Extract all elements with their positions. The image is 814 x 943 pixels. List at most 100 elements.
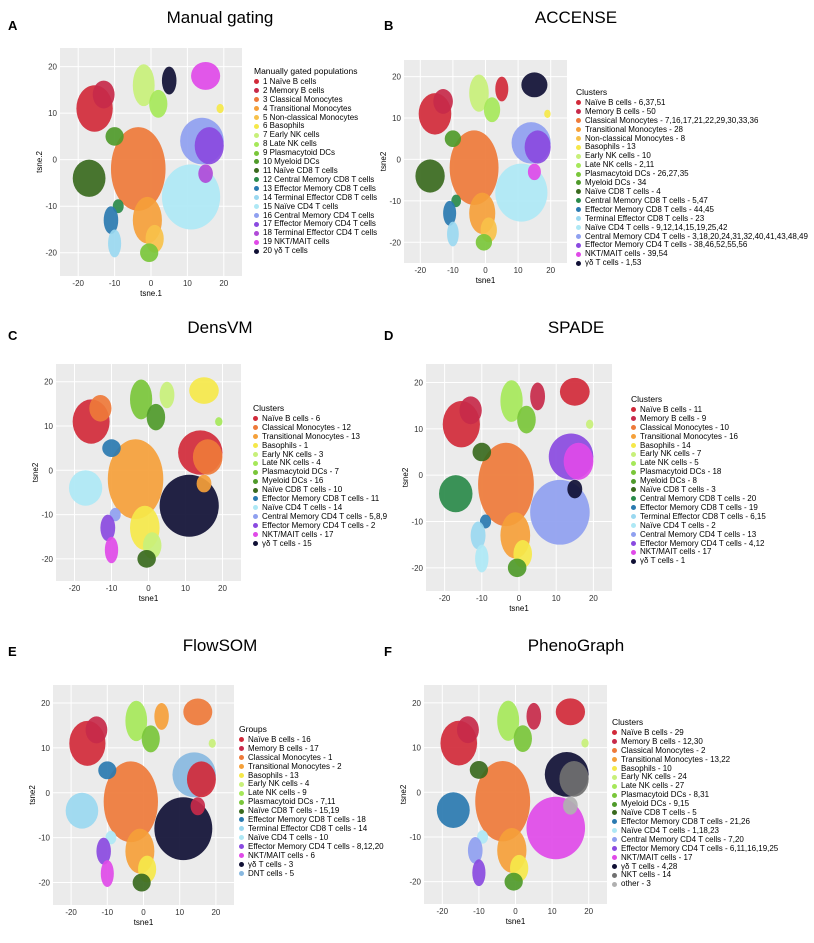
legend-item: 4 Transitional Monocytes bbox=[254, 104, 377, 114]
legend-item: 9 Plasmacytoid DCs bbox=[254, 148, 377, 158]
legend-label: Basophils - 13 bbox=[248, 770, 299, 780]
legend-label: Myeloid DCs - 16 bbox=[262, 476, 324, 486]
cluster-blob bbox=[521, 72, 548, 98]
cluster-blob bbox=[192, 439, 223, 475]
legend-dot-icon bbox=[631, 496, 636, 502]
x-tick-label: 10 bbox=[183, 279, 192, 288]
cluster-blob bbox=[140, 243, 159, 263]
legend-dot-icon bbox=[253, 505, 258, 511]
legend-label: Early NK cells - 3 bbox=[262, 449, 324, 459]
legend-item: Classical Monocytes - 1 bbox=[239, 752, 384, 763]
legend-dot-icon bbox=[576, 260, 581, 266]
legend-label: Non-classical Monocytes - 8 bbox=[585, 133, 686, 143]
legend-dot-icon bbox=[576, 189, 581, 195]
legend-label: Effector Memory CD4 T cells - 4,12 bbox=[640, 538, 765, 548]
cluster-blob bbox=[186, 761, 216, 798]
x-tick-label: 0 bbox=[483, 266, 488, 275]
legend-item: 18 Terminal Effector CD4 T cells bbox=[254, 228, 377, 238]
legend-item: γδ T cells - 1,53 bbox=[576, 258, 808, 268]
legend-item: Myeloid DCs - 16 bbox=[253, 476, 387, 486]
legend-item: Naïve CD4 T cells - 10 bbox=[239, 833, 384, 843]
y-tick-label: -20 bbox=[409, 878, 421, 887]
legend-dot-icon bbox=[631, 558, 636, 564]
legend-dot-icon bbox=[239, 870, 244, 876]
legend-item: Myeloid DCs - 8 bbox=[631, 476, 766, 486]
x-tick-label: -10 bbox=[447, 266, 459, 275]
x-axis-label: tsne1 bbox=[134, 918, 154, 927]
cluster-blob bbox=[436, 792, 470, 829]
x-tick-label: 20 bbox=[219, 279, 228, 288]
legend-label: γδ T cells - 4,28 bbox=[621, 861, 678, 871]
legend-label: NKT/MAIT cells - 6 bbox=[248, 850, 315, 860]
cluster-blob bbox=[585, 419, 594, 429]
cluster-blob bbox=[559, 760, 589, 797]
cluster-blob bbox=[472, 859, 486, 887]
x-tick-label: -20 bbox=[65, 908, 77, 917]
cluster-blob bbox=[443, 200, 457, 226]
x-tick-label: 0 bbox=[517, 594, 522, 603]
x-axis-label: tsne1 bbox=[139, 594, 159, 603]
legend-label: Early NK cells - 7 bbox=[640, 449, 702, 459]
cluster-blob bbox=[555, 698, 586, 726]
legend-label: γδ T cells - 1,53 bbox=[585, 258, 642, 268]
legend-item: Central Memory CD4 T cells - 13 bbox=[631, 530, 766, 540]
legend-dot-icon bbox=[239, 772, 244, 778]
legend-dot-icon bbox=[239, 861, 244, 867]
legend-item: Basophils - 10 bbox=[612, 763, 778, 774]
x-axis-label: tsne1 bbox=[509, 604, 529, 613]
y-tick-label: 10 bbox=[414, 425, 423, 434]
legend-label: Plasmacytoid DCs - 26,27,35 bbox=[585, 169, 689, 179]
legend-dot-icon bbox=[253, 416, 258, 422]
legend-dot-icon bbox=[254, 168, 259, 174]
legend-label: Naïve CD8 T cells - 3 bbox=[640, 485, 716, 495]
legend-label: Naïve CD4 T cells - 14 bbox=[262, 502, 343, 512]
legend-dot-icon bbox=[253, 451, 258, 457]
legend-dot-icon bbox=[612, 748, 617, 754]
y-tick-label: 20 bbox=[392, 73, 401, 82]
cluster-blob bbox=[191, 61, 221, 90]
y-axis-label: tsne2 bbox=[28, 785, 37, 805]
cluster-blob bbox=[92, 80, 115, 109]
y-tick-label: 20 bbox=[412, 699, 421, 708]
legend-label: Memory B cells - 12,30 bbox=[621, 736, 703, 746]
legend-item: 5 Non-classical Monocytes bbox=[254, 113, 377, 123]
legend-item: 11 Naïve CD8 T cells bbox=[254, 166, 377, 176]
cluster-blob bbox=[89, 395, 112, 422]
y-tick-label: 10 bbox=[48, 109, 57, 118]
tsne-plot: -20 -10 0 10 20 20 10 0 -10 -20 tsne1 tsne2 bbox=[379, 60, 567, 285]
legend-dot-icon bbox=[612, 730, 617, 736]
legend-label: Myeloid DCs - 34 bbox=[585, 178, 647, 188]
legend-label: 2 Memory B cells bbox=[263, 85, 325, 95]
legend-item: Effector Memory CD4 T cells - 6,11,16,19… bbox=[612, 844, 778, 854]
legend-dot-icon bbox=[631, 451, 636, 457]
legend-dot-icon bbox=[239, 781, 244, 787]
cluster-blob bbox=[415, 159, 445, 193]
legend-item: Classical Monocytes - 7,16,17,21,22,29,3… bbox=[576, 116, 808, 126]
y-tick-label: 10 bbox=[392, 114, 401, 123]
y-tick-label: 20 bbox=[48, 63, 57, 72]
legend-label: Classical Monocytes - 1 bbox=[248, 752, 333, 762]
legend-dot-icon bbox=[253, 469, 258, 475]
y-axis-label: tsne2 bbox=[399, 784, 408, 804]
legend-label: Effector Memory CD4 T cells - 38,46,52,5… bbox=[585, 240, 748, 250]
legend-dot-icon bbox=[239, 853, 244, 859]
legend-dot-icon bbox=[254, 88, 259, 94]
cluster-blob bbox=[478, 442, 534, 527]
legend-item: NKT/MAIT cells - 17 bbox=[253, 530, 387, 540]
legend-label: Central Memory CD8 T cells - 5,47 bbox=[585, 195, 708, 205]
x-tick-label: -20 bbox=[439, 594, 451, 603]
legend-item: Basophils - 1 bbox=[253, 441, 387, 451]
legend-label: Plasmacytoid DCs - 7,11 bbox=[248, 797, 336, 807]
legend-dot-icon bbox=[631, 549, 636, 555]
x-tick-label: -10 bbox=[109, 279, 121, 288]
legend-dot-icon bbox=[576, 144, 581, 150]
legend-dot-icon bbox=[576, 224, 581, 230]
y-tick-label: 20 bbox=[44, 378, 53, 387]
legend-dot-icon bbox=[576, 233, 581, 239]
legend-label: Memory B cells - 50 bbox=[585, 106, 656, 116]
legend-item: Naïve CD4 T cells - 9,12,14,15,19,25,42 bbox=[576, 223, 808, 233]
legend-dot-icon bbox=[254, 150, 259, 156]
legend-label: γδ T cells - 15 bbox=[262, 538, 312, 548]
legend-label: Basophils - 10 bbox=[621, 763, 672, 773]
x-tick-label: 20 bbox=[584, 907, 593, 916]
